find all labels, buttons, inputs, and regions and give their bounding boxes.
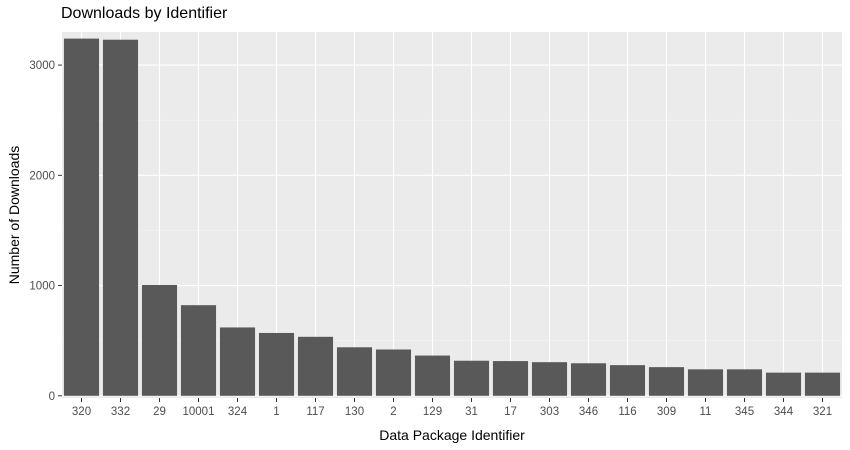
x-tick-label: 345 [735,406,754,418]
chart-title: Downloads by Identifier [61,5,228,22]
y-tick-label: 1000 [29,281,55,293]
bar-116 [609,365,646,396]
bar-130 [336,347,373,396]
bar-11 [687,369,724,396]
x-tick-label: 346 [579,406,598,418]
bar-321 [804,372,841,396]
x-tick-label: 1 [273,406,279,418]
bar-2 [375,349,412,396]
x-axis-title: Data Package Identifier [379,427,525,443]
x-tick-label: 31 [465,406,478,418]
x-tick-label: 10001 [183,406,215,418]
x-tick-label: 309 [657,406,676,418]
x-tick-label: 129 [423,406,442,418]
x-tick-label: 130 [345,406,364,418]
x-tick-label: 116 [618,406,636,418]
x-tick-label: 332 [111,406,130,418]
x-tick-label: 17 [504,406,517,418]
bar-1 [258,332,295,396]
plot-panel [62,32,842,398]
bar-17 [492,361,529,396]
x-tick-label: 324 [228,406,248,418]
x-tick-label: 321 [813,406,832,418]
bar-10001 [180,305,217,396]
bar-320 [63,38,100,396]
bar-345 [726,369,763,396]
bar-117 [297,336,334,396]
y-tick-label: 0 [49,391,55,403]
bar-344 [765,372,802,396]
x-tick-label: 117 [306,406,324,418]
x-axis: 320 332 29 10001 324 1 117 130 2 129 31 17 303 346 116… [72,398,832,418]
bar-29 [141,285,178,396]
x-tick-label: 344 [774,406,794,418]
y-axis-title: Number of Downloads [6,146,22,285]
y-tick-label: 3000 [29,60,55,72]
bar-129 [414,355,451,396]
y-tick-label: 2000 [29,170,55,182]
bar-309 [648,367,685,396]
x-tick-label: 11 [700,406,712,418]
x-tick-label: 2 [390,406,396,418]
x-tick-label: 303 [540,406,559,418]
bar-332 [102,39,139,396]
bar-324 [219,327,256,396]
y-axis: 0 1000 2000 3000 [29,60,62,403]
bar-346 [570,363,607,396]
bars [63,38,841,396]
x-tick-label: 320 [72,406,91,418]
x-tick-label: 29 [153,406,166,418]
bar-303 [531,362,568,396]
bar-31 [453,360,490,396]
